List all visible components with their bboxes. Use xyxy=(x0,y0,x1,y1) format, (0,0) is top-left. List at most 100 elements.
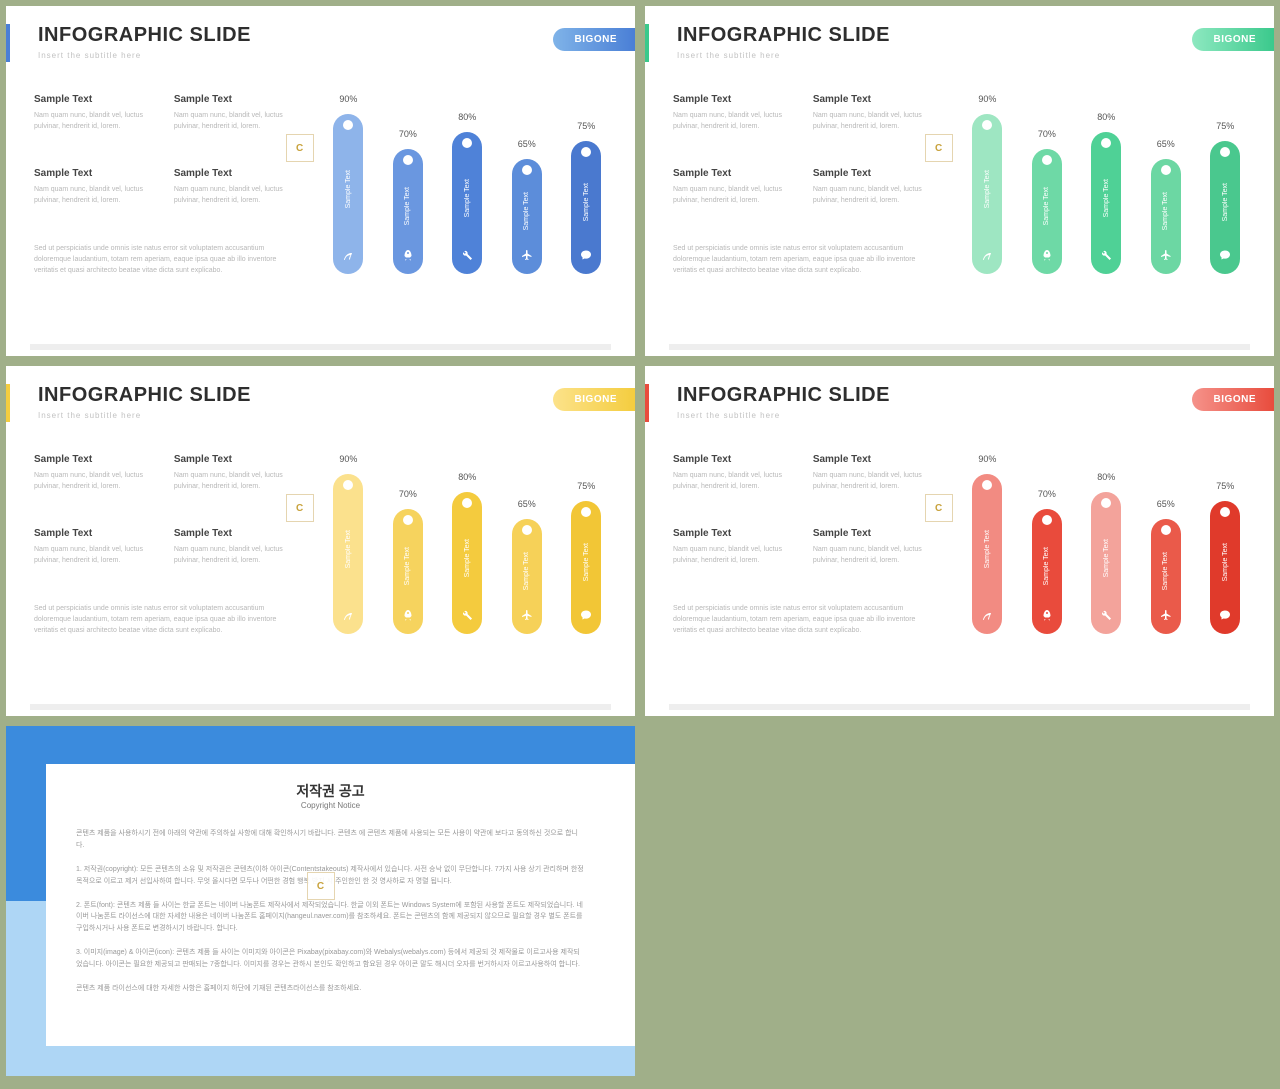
sample-body: Nam quam nunc, blandit vel, luctus pulvi… xyxy=(174,110,294,132)
bar-pct-label: 90% xyxy=(978,94,996,104)
slide-title: INFOGRAPHIC SLIDE xyxy=(677,24,1250,47)
infographic-slide: INFOGRAPHIC SLIDE Insert the subtitle he… xyxy=(645,366,1274,716)
bar-text: Sample Text xyxy=(345,170,352,208)
slide-subtitle: Insert the subtitle here xyxy=(677,411,1250,420)
chart-bar: Sample Text xyxy=(972,474,1002,634)
chart-bar: Sample Text xyxy=(1032,149,1062,274)
slide-title: INFOGRAPHIC SLIDE xyxy=(677,384,1250,407)
leaf-icon xyxy=(342,608,354,626)
bar-pct-label: 70% xyxy=(399,489,417,499)
empty-cell xyxy=(645,726,1274,1076)
chart-column: 90% Sample Text 70% Sample Text 80% xyxy=(294,94,611,284)
bar-wrap: 70% Sample Text xyxy=(383,96,432,274)
slide-title: INFOGRAPHIC SLIDE xyxy=(38,384,611,407)
bar-text: Sample Text xyxy=(345,530,352,568)
chart-bar: Sample Text xyxy=(571,501,601,634)
bar-text: Sample Text xyxy=(1103,539,1110,577)
bar-wrap: 80% Sample Text xyxy=(1082,96,1131,274)
brand-badge: BIGONE xyxy=(1192,388,1274,411)
cn-para: 3. 이미지(image) & 아이콘(icon): 콘텐츠 제품 들 사이는 … xyxy=(76,947,585,971)
sample-body: Nam quam nunc, blandit vel, luctus pulvi… xyxy=(34,184,154,206)
bar-text: Sample Text xyxy=(404,187,411,225)
bar-dot xyxy=(1042,155,1052,165)
bar-pct-label: 75% xyxy=(577,121,595,131)
bar-pct-label: 80% xyxy=(458,112,476,122)
chart-column: 90% Sample Text 70% Sample Text 80% xyxy=(933,454,1250,644)
bar-wrap: 90% Sample Text xyxy=(963,456,1012,634)
text-block: Sample Text Nam quam nunc, blandit vel, … xyxy=(813,168,933,214)
sample-heading: Sample Text xyxy=(174,454,294,465)
bar-text: Sample Text xyxy=(1222,543,1229,581)
bar-dot xyxy=(1161,525,1171,535)
bar-wrap: 65% Sample Text xyxy=(1141,96,1190,274)
sample-heading: Sample Text xyxy=(673,528,793,539)
slide-header: INFOGRAPHIC SLIDE Insert the subtitle he… xyxy=(6,366,635,424)
slide-header: INFOGRAPHIC SLIDE Insert the subtitle he… xyxy=(645,6,1274,64)
sample-heading: Sample Text xyxy=(34,94,154,105)
plane-icon xyxy=(521,608,533,626)
text-block: Sample Text Nam quam nunc, blandit vel, … xyxy=(34,454,154,500)
text-column: Sample Text Nam quam nunc, blandit vel, … xyxy=(673,454,933,644)
bottom-bar xyxy=(669,344,1250,350)
bar-pct-label: 80% xyxy=(458,472,476,482)
bar-pct-label: 90% xyxy=(978,454,996,464)
chart-bar: Sample Text xyxy=(1151,159,1181,274)
bar-chart: 90% Sample Text 70% Sample Text 80% xyxy=(324,454,611,634)
text-block: Sample Text Nam quam nunc, blandit vel, … xyxy=(813,94,933,140)
bar-wrap: 90% Sample Text xyxy=(324,456,373,634)
sample-body: Nam quam nunc, blandit vel, luctus pulvi… xyxy=(813,184,933,206)
plane-icon xyxy=(521,248,533,266)
slide-title: INFOGRAPHIC SLIDE xyxy=(38,24,611,47)
slide-subtitle: Insert the subtitle here xyxy=(38,51,611,60)
bar-pct-label: 65% xyxy=(1157,499,1175,509)
rocket-icon xyxy=(402,248,414,266)
text-column: Sample Text Nam quam nunc, blandit vel, … xyxy=(34,94,294,284)
slide-body: Sample Text Nam quam nunc, blandit vel, … xyxy=(645,424,1274,654)
sample-body: Nam quam nunc, blandit vel, luctus pulvi… xyxy=(813,110,933,132)
bar-dot xyxy=(462,138,472,148)
chart-bar: Sample Text xyxy=(333,474,363,634)
infographic-slide: INFOGRAPHIC SLIDE Insert the subtitle he… xyxy=(6,366,635,716)
bar-text: Sample Text xyxy=(984,170,991,208)
bar-text: Sample Text xyxy=(523,552,530,590)
text-block: Sample Text Nam quam nunc, blandit vel, … xyxy=(34,94,154,140)
bar-dot xyxy=(1042,515,1052,525)
bar-dot xyxy=(1101,138,1111,148)
footer-text: Sed ut perspiciatis unde omnis iste natu… xyxy=(673,603,933,644)
brand-badge: BIGONE xyxy=(553,388,635,411)
chart-bar: Sample Text xyxy=(571,141,601,274)
bar-text: Sample Text xyxy=(1043,187,1050,225)
bar-pct-label: 70% xyxy=(1038,489,1056,499)
footer-text: Sed ut perspiciatis unde omnis iste natu… xyxy=(34,243,294,284)
plane-icon xyxy=(1160,248,1172,266)
sample-heading: Sample Text xyxy=(673,454,793,465)
bar-text: Sample Text xyxy=(1162,552,1169,590)
bar-pct-label: 65% xyxy=(1157,139,1175,149)
chart-column: 90% Sample Text 70% Sample Text 80% xyxy=(294,454,611,644)
bar-dot xyxy=(403,155,413,165)
wrench-icon xyxy=(461,248,473,266)
bar-wrap: 70% Sample Text xyxy=(1022,456,1071,634)
leaf-icon xyxy=(342,248,354,266)
sample-heading: Sample Text xyxy=(813,94,933,105)
sample-heading: Sample Text xyxy=(174,528,294,539)
sample-body: Nam quam nunc, blandit vel, luctus pulvi… xyxy=(174,470,294,492)
bar-wrap: 65% Sample Text xyxy=(502,456,551,634)
bar-pct-label: 75% xyxy=(1216,481,1234,491)
chart-bar: Sample Text xyxy=(1091,132,1121,274)
sample-heading: Sample Text xyxy=(34,168,154,179)
bar-text: Sample Text xyxy=(404,547,411,585)
sample-body: Nam quam nunc, blandit vel, luctus pulvi… xyxy=(673,544,793,566)
slide-header: INFOGRAPHIC SLIDE Insert the subtitle he… xyxy=(645,366,1274,424)
chat-icon xyxy=(1219,248,1231,266)
bar-pct-label: 90% xyxy=(339,94,357,104)
accent-bar xyxy=(645,384,649,422)
bar-dot xyxy=(462,498,472,508)
bar-wrap: 75% Sample Text xyxy=(562,96,611,274)
text-block: Sample Text Nam quam nunc, blandit vel, … xyxy=(673,168,793,214)
cn-para: 콘텐츠 제품 라이선스에 대한 자세한 사항은 홈페이지 하단에 기재된 콘텐츠… xyxy=(76,983,585,995)
bar-text: Sample Text xyxy=(464,179,471,217)
text-block: Sample Text Nam quam nunc, blandit vel, … xyxy=(813,454,933,500)
bar-wrap: 90% Sample Text xyxy=(324,96,373,274)
cn-title-kr: 저작권 공고 xyxy=(76,781,585,801)
